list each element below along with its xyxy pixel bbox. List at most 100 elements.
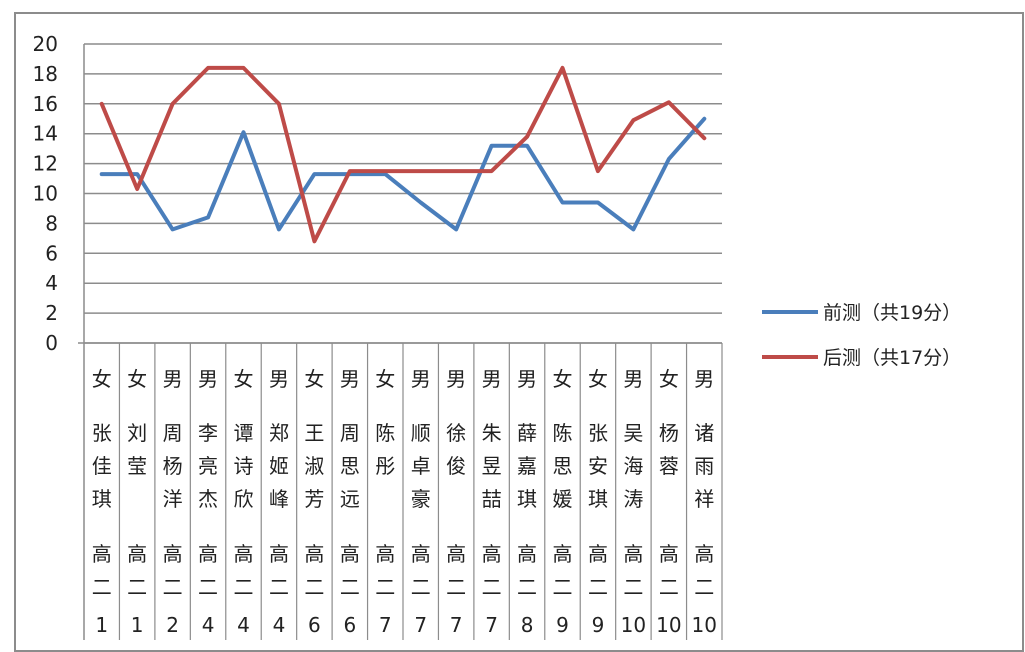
legend-label-1: 前测（共19分） [823,302,961,324]
category-class: 9 [592,613,605,637]
data-point [135,187,139,191]
category-name-char: 佳 [92,454,112,478]
category-grade-char: 高 [163,542,183,566]
data-point [135,172,139,176]
category-gender: 男 [517,367,537,391]
y-tick-label: 4 [45,271,58,295]
category-name-char: 陈 [553,421,573,445]
category-name-char: 谭 [234,421,254,445]
category-gender: 女 [588,367,608,391]
category-name-char: 彤 [375,454,395,478]
category-gender: 男 [446,367,466,391]
category-name-char: 张 [588,421,608,445]
category-gender: 男 [482,367,502,391]
category-name-char: 安 [588,454,608,478]
category-name-char: 祥 [694,487,714,511]
y-tick-label: 18 [33,62,58,86]
category-class: 2 [166,613,179,637]
category-grade-char: 二 [375,575,395,599]
legend-label-2: 后测（共17分） [823,347,961,369]
category-grade-char: 高 [375,542,395,566]
category-name-char: 芳 [304,487,324,511]
category-class: 10 [692,613,717,637]
category-name-char: 姬 [269,454,289,478]
category-class: 4 [202,613,215,637]
data-point [100,102,104,106]
y-tick-label: 2 [45,301,58,325]
category-name-char: 喆 [482,487,502,511]
category-grade-char: 高 [198,542,218,566]
data-point [454,169,458,173]
category-name-char: 郑 [269,421,289,445]
category-name-char: 远 [340,487,360,511]
category-gender: 女 [375,367,395,391]
category-grade-char: 二 [553,575,573,599]
data-point [277,102,281,106]
category-name-char: 俊 [446,454,466,478]
data-point [277,227,281,231]
category-grade-char: 高 [694,542,714,566]
category-name-char: 吴 [623,421,643,445]
category-name-char: 峰 [269,487,289,511]
category-grade-char: 高 [234,542,254,566]
category-name-char: 莹 [127,454,147,478]
data-point [348,169,352,173]
category-grade-char: 高 [127,542,147,566]
y-tick-label: 14 [33,122,58,146]
category-grade-char: 二 [127,575,147,599]
category-name-char: 王 [304,421,324,445]
data-point [206,215,210,219]
data-point [419,169,423,173]
y-tick-label: 0 [45,331,58,355]
category-class: 9 [556,613,569,637]
data-point [561,66,564,70]
category-grade-char: 高 [482,542,502,566]
category-gender: 女 [92,367,112,391]
category-gender: 男 [411,367,431,391]
data-point [383,172,387,176]
category-grade-char: 二 [304,575,324,599]
category-name-char: 陈 [375,421,395,445]
data-point [667,100,671,104]
category-class: 7 [414,613,427,637]
category-name-char: 淑 [304,454,324,478]
category-gender: 女 [304,367,324,391]
category-grade-char: 二 [340,575,360,599]
category-name-char: 亮 [198,454,218,478]
category-grade-char: 高 [269,542,289,566]
series-line-1 [99,116,707,232]
category-class: 7 [450,613,463,637]
category-class: 10 [656,613,681,637]
category-gender: 男 [340,367,360,391]
category-name-char: 昱 [482,454,502,478]
category-gender: 女 [553,367,573,391]
data-point [312,172,316,176]
category-class: 8 [521,613,534,637]
category-name-char: 琪 [92,487,112,511]
category-name-char: 媛 [553,487,573,511]
category-name-char: 诸 [694,421,714,445]
category-grade-char: 二 [269,575,289,599]
category-grade-char: 高 [623,542,643,566]
category-name-char: 琪 [517,487,537,511]
y-tick-label: 20 [33,32,58,56]
category-class: 1 [95,613,108,637]
category-name-char: 杨 [163,454,183,478]
category-grade-char: 高 [588,542,608,566]
category-name-char: 欣 [234,487,254,511]
category-class: 6 [308,613,321,637]
category-name-char: 薛 [517,421,537,445]
category-grade-char: 二 [92,575,112,599]
category-gender: 男 [694,367,714,391]
data-point [383,169,387,173]
category-grade-char: 二 [234,575,254,599]
category-gender: 男 [198,367,218,391]
y-tick-label: 6 [45,241,58,265]
category-gender: 男 [623,367,643,391]
category-name-char: 顺 [411,421,431,445]
category-name-char: 杨 [659,421,679,445]
category-grade-char: 二 [694,575,714,599]
data-point [631,118,635,122]
data-point [419,200,423,204]
